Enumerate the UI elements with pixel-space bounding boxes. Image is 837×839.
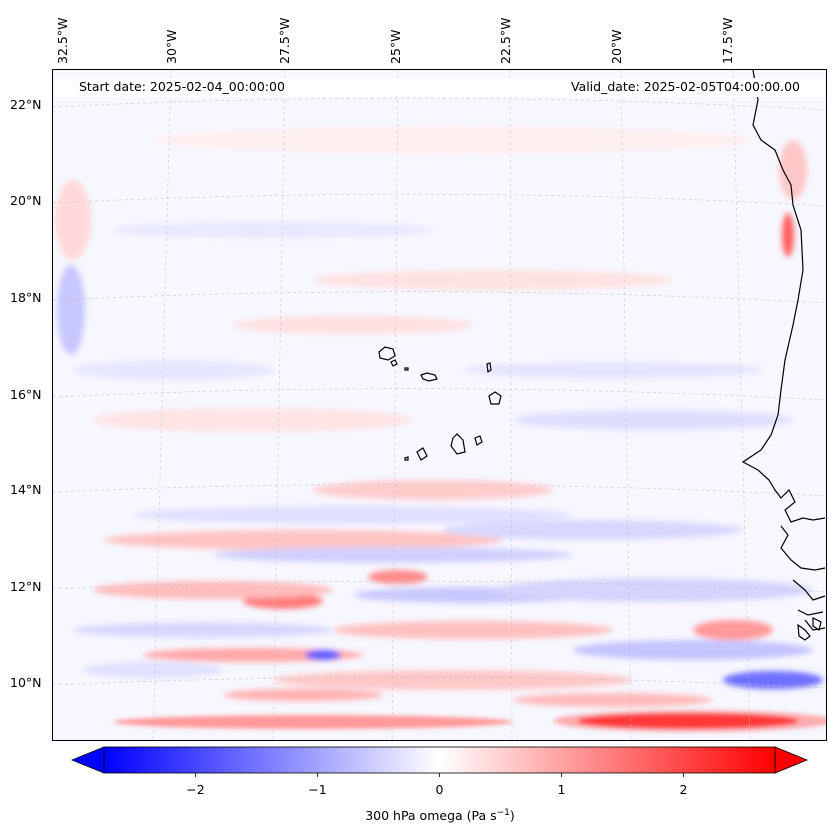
field-blob <box>463 362 763 378</box>
field-blob <box>333 621 613 639</box>
field-blob <box>513 410 793 430</box>
coastline-africa-south <box>780 525 826 631</box>
gridline-lon <box>391 70 399 740</box>
gridline-lat <box>53 97 826 111</box>
field-blob <box>143 648 363 662</box>
colorbar-gradient <box>103 746 776 774</box>
gridline-lon <box>272 70 286 740</box>
field-blob <box>73 622 333 638</box>
field-blob <box>233 316 473 334</box>
field-blob <box>782 213 794 257</box>
island-sal <box>486 362 492 374</box>
gridline-lat <box>53 388 826 401</box>
island-sao-nicolau <box>420 372 438 382</box>
field-blob <box>443 520 743 540</box>
field-blob <box>55 180 91 260</box>
island-maio <box>474 435 483 446</box>
lat-label-12N: 12°N <box>10 579 42 594</box>
colorbar-extend-max <box>774 746 809 774</box>
field-blob <box>313 270 673 290</box>
field-blob <box>305 650 341 660</box>
island-brava <box>404 456 409 461</box>
gridline-lat <box>53 676 826 689</box>
lat-label-10N: 10°N <box>10 675 42 690</box>
field-blob <box>723 671 823 689</box>
field-blob <box>153 126 753 154</box>
valid-date-label: Valid_date: 2025-02-05T04:00:00.00 <box>570 79 800 94</box>
gridline-lon <box>620 70 632 740</box>
island-fogo <box>416 447 428 461</box>
lon-label-27.5W: 27.5°W <box>277 17 292 64</box>
colorbar-label: 300 hPa omega (Pa s−1) <box>365 808 515 823</box>
coastline-africa <box>741 70 826 523</box>
gridline-lat <box>53 193 826 207</box>
island-santiago <box>450 433 466 455</box>
island-santa-luzia <box>404 367 409 371</box>
colorbar-tick-label: 2 <box>680 782 688 797</box>
field-blob <box>313 480 553 500</box>
field-band-south-east-halo <box>553 710 826 732</box>
field-blob <box>368 570 428 584</box>
field-blob <box>133 506 573 524</box>
field-blob <box>779 140 807 200</box>
field-blob <box>493 578 813 602</box>
field-blob <box>223 689 383 701</box>
gridline-lon <box>732 70 751 740</box>
field-blob <box>513 693 713 707</box>
lon-label-17.5W: 17.5°W <box>720 17 735 64</box>
island-sao-vicente <box>390 359 398 367</box>
islands-bissagos <box>797 617 822 641</box>
field-blob <box>93 581 333 599</box>
field-band-south-west <box>113 715 513 729</box>
start-date-label: Start date: 2025-02-04_00:00:00 <box>79 79 285 94</box>
field-blob <box>573 640 813 660</box>
lat-label-14N: 14°N <box>10 482 42 497</box>
field-blob <box>213 547 573 563</box>
lat-label-18N: 18°N <box>10 290 42 305</box>
field-blob <box>93 408 413 432</box>
colorbar-tick-label: −2 <box>186 782 204 797</box>
colorbar-tick-label: 0 <box>436 782 444 797</box>
lon-label-25W: 25°W <box>388 29 403 64</box>
lat-label-22N: 22°N <box>10 97 42 112</box>
lon-label-20W: 20°W <box>609 29 624 64</box>
field-blob <box>693 620 773 640</box>
lat-label-16N: 16°N <box>10 387 42 402</box>
gridline-lat <box>53 580 826 593</box>
island-santo-antao <box>378 346 396 361</box>
lon-label-22.5W: 22.5°W <box>498 17 513 64</box>
gridline-lon <box>152 70 172 740</box>
title-strip <box>54 78 825 97</box>
field-blob <box>113 222 433 238</box>
field-blob <box>73 360 273 380</box>
lon-label-30W: 30°W <box>164 29 179 64</box>
gridline-lat <box>53 484 826 497</box>
colorbar-extend-min <box>70 746 105 774</box>
field-blob <box>57 265 85 355</box>
gridline-lon <box>509 70 513 740</box>
lon-label-32.5W: 32.5°W <box>55 17 70 64</box>
lat-label-20N: 20°N <box>10 193 42 208</box>
colorbar: −2 −1 0 1 2 300 hPa omega (Pa s−1) <box>0 740 837 839</box>
colorbar-tick-label: 1 <box>558 782 566 797</box>
field-blob <box>83 662 223 678</box>
field-blob <box>273 670 633 690</box>
gridline-lat <box>53 291 826 304</box>
map-panel: Start date: 2025-02-04_00:00:00 Valid_da… <box>52 69 827 741</box>
omega-field <box>53 70 826 740</box>
field-blob <box>103 530 503 550</box>
colorbar-tick-label: −1 <box>308 782 326 797</box>
island-boa-vista <box>488 391 502 405</box>
